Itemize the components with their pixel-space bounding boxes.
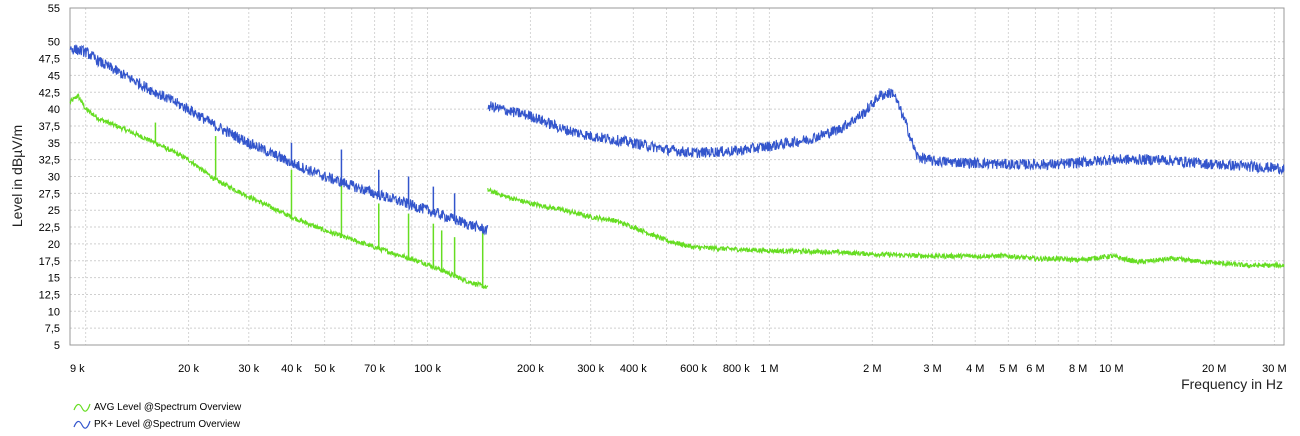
series-0 [69, 93, 1285, 290]
x-tick-label: 400 k [620, 363, 647, 375]
series-1 [69, 44, 1285, 236]
x-tick-label: 200 k [517, 363, 544, 375]
y-tick-label: 12,5 [39, 289, 60, 301]
y-tick-label: 42,5 [39, 87, 60, 99]
y-tick-label: 17,5 [39, 256, 60, 268]
series-1-line-segment-1 [487, 88, 1285, 176]
y-tick-label: 20 [48, 239, 60, 251]
legend-swatch-1 [73, 420, 91, 429]
x-tick-label: 8 M [1069, 363, 1087, 375]
x-tick-label: 30 M [1262, 363, 1286, 375]
y-axis-ticks: 5 7,5 10 12,5 15 17,5 20 22,5 25 27,5 30 32,5 35 37,5… [39, 3, 60, 352]
y-tick-label: 10 [48, 306, 60, 318]
x-tick-label: 1 M [760, 363, 778, 375]
y-tick-label: 5 [54, 340, 60, 352]
x-tick-label: 3 M [923, 363, 941, 375]
grid [70, 7, 1284, 346]
series-1-line-segment-0 [69, 44, 489, 236]
x-tick-label: 20 k [178, 363, 199, 375]
x-axis-label: Frequency in Hz [1181, 376, 1283, 392]
legend-swatch-0 [73, 403, 91, 412]
legend: AVG Level @Spectrum Overview PK+ Level @S… [73, 402, 242, 430]
y-axis-label: Level in dBµV/m [9, 125, 25, 227]
x-tick-label: 70 k [364, 363, 385, 375]
y-tick-label: 25 [48, 205, 60, 217]
x-tick-label: 2 M [863, 363, 881, 375]
x-tick-label: 5 M [999, 363, 1017, 375]
x-tick-label: 20 M [1202, 363, 1226, 375]
legend-label-1: PK+ Level @Spectrum Overview [94, 419, 241, 430]
y-tick-label: 35 [48, 138, 60, 150]
series-0-line-segment-1 [487, 187, 1285, 270]
x-tick-label: 6 M [1026, 363, 1044, 375]
x-tick-label: 40 k [281, 363, 302, 375]
legend-label-0: AVG Level @Spectrum Overview [94, 402, 242, 413]
x-tick-label: 9 k [70, 363, 85, 375]
y-tick-label: 27,5 [39, 188, 60, 200]
y-tick-label: 50 [48, 37, 60, 49]
y-tick-label: 47,5 [39, 54, 60, 66]
y-tick-label: 22,5 [39, 222, 60, 234]
x-tick-label: 50 k [314, 363, 335, 375]
series-0-line-segment-0 [69, 93, 489, 290]
series-layer [69, 44, 1285, 290]
y-tick-label: 37,5 [39, 121, 60, 133]
y-tick-label: 32,5 [39, 155, 60, 167]
y-tick-label: 45 [48, 70, 60, 82]
y-tick-label: 40 [48, 104, 60, 116]
x-tick-label: 4 M [966, 363, 984, 375]
y-tick-label: 15 [48, 273, 60, 285]
y-tick-label: 7,5 [45, 323, 60, 335]
x-tick-label: 600 k [680, 363, 707, 375]
x-tick-label: 10 M [1099, 363, 1123, 375]
x-tick-label: 30 k [238, 363, 259, 375]
x-tick-label: 100 k [414, 363, 441, 375]
y-tick-label: 55 [48, 3, 60, 15]
y-tick-label: 30 [48, 172, 60, 184]
plot-area-frame [69, 7, 1285, 346]
x-tick-label: 800 k [723, 363, 750, 375]
x-tick-label: 300 k [577, 363, 604, 375]
x-axis-ticks: 9 k 20 k 30 k 40 k 50 k 70 k 100 k 200 k 300 k 40… [70, 363, 1287, 375]
